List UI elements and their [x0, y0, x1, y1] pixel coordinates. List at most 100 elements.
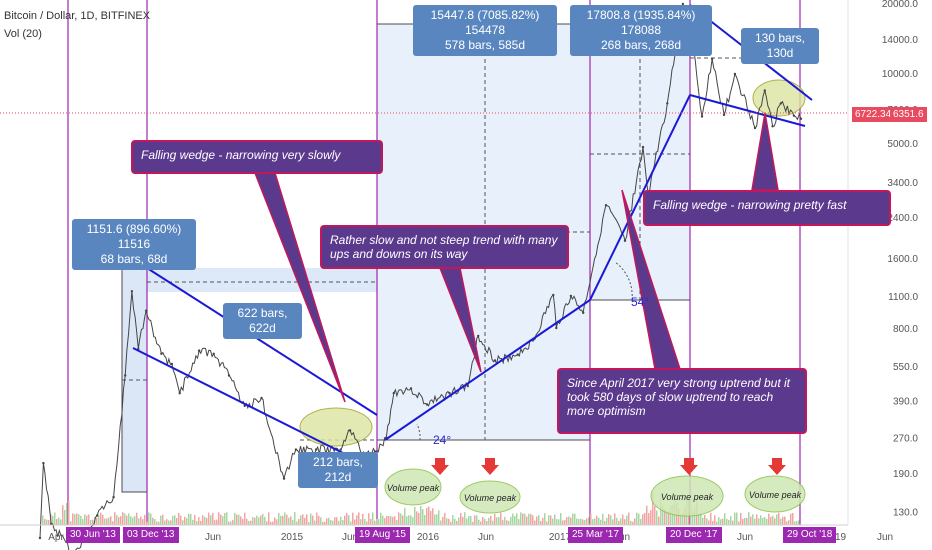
- volume-bar: [442, 516, 444, 525]
- volume-bar: [754, 518, 756, 525]
- price-point: [282, 477, 286, 480]
- volume-bar: [194, 515, 196, 525]
- volume-bar: [566, 517, 568, 525]
- price-point: [425, 403, 429, 406]
- volume-bar: [140, 516, 142, 525]
- y-tick-label: 10000.0: [882, 69, 919, 80]
- volume-bar: [780, 518, 782, 525]
- volume-bar: [188, 513, 190, 525]
- volume-bar: [576, 518, 578, 525]
- last-price-badge: 6351.6: [890, 107, 927, 122]
- volume-bar: [512, 513, 514, 525]
- volume-bar: [508, 520, 510, 525]
- volume-bar: [724, 513, 726, 525]
- volume-bar: [560, 513, 562, 525]
- volume-bar: [536, 516, 538, 525]
- volume-bar: [518, 519, 520, 525]
- volume-bar: [274, 517, 276, 525]
- volume-bar: [380, 512, 382, 525]
- price-point: [722, 113, 726, 117]
- volume-bar: [752, 514, 754, 525]
- volume-bar: [742, 518, 744, 525]
- volume-bar: [192, 519, 194, 525]
- volume-bar: [630, 520, 632, 525]
- volume-bar: [126, 515, 128, 525]
- volume-bar: [362, 513, 364, 525]
- volume-bar: [640, 518, 642, 525]
- volume-bar: [794, 521, 796, 525]
- price-point: [260, 396, 263, 400]
- volume-bar: [778, 512, 780, 525]
- volume-peak-arrow-icon: [680, 458, 698, 475]
- volume-bar: [572, 513, 574, 525]
- price-point: [348, 429, 352, 432]
- volume-bar: [578, 518, 580, 525]
- volume-bar: [160, 515, 162, 525]
- volume-bar: [280, 515, 282, 525]
- volume-bar: [520, 512, 522, 525]
- volume-bar: [334, 517, 336, 525]
- volume-bar: [456, 520, 458, 525]
- volume-bar: [722, 518, 724, 525]
- volume-bar: [658, 516, 660, 525]
- volume-bar: [774, 518, 776, 525]
- volume-bar: [706, 518, 708, 525]
- volume-bar: [510, 516, 512, 525]
- volume-bar: [662, 505, 664, 525]
- volume-bar: [378, 519, 380, 525]
- volume-bar: [350, 521, 352, 525]
- volume-bar: [496, 517, 498, 525]
- y-tick-label: 2400.0: [887, 213, 918, 224]
- volume-bar: [260, 515, 262, 525]
- volume-bar: [130, 516, 132, 525]
- volume-bar: [498, 517, 500, 525]
- volume-bar: [322, 521, 324, 525]
- y-tick-label: 550.0: [893, 362, 918, 373]
- volume-bar: [70, 521, 72, 525]
- volume-bar: [622, 514, 624, 525]
- price-point: [314, 448, 318, 451]
- volume-bar: [760, 515, 762, 525]
- x-tick-label: Jun: [877, 532, 893, 543]
- volume-bar: [162, 514, 164, 525]
- volume-bar: [226, 512, 228, 525]
- volume-bar: [500, 512, 502, 525]
- volume-bar: [284, 512, 286, 525]
- price-point: [641, 145, 645, 149]
- volume-bar: [218, 512, 220, 525]
- volume-bar: [636, 512, 638, 525]
- volume-bar: [526, 516, 528, 525]
- volume-peak-ellipse: [650, 475, 724, 517]
- volume-bar: [716, 521, 718, 525]
- volume-bar: [210, 515, 212, 525]
- volume-bar: [644, 512, 646, 525]
- volume-bar: [546, 521, 548, 525]
- callout-strong-uptrend: Since April 2017 very strong uptrend but…: [557, 368, 807, 434]
- volume-bar: [410, 515, 412, 525]
- volume-bar: [376, 518, 378, 525]
- volume-bar: [418, 512, 420, 525]
- volume-bar: [728, 519, 730, 525]
- volume-bar: [288, 517, 290, 525]
- volume-bar: [228, 521, 230, 525]
- volume-bar: [100, 512, 102, 525]
- volume-bar: [114, 512, 116, 525]
- wedge-consolidation-ellipse: [752, 79, 806, 117]
- measure-text: 622 bars, 622d: [237, 306, 288, 335]
- price-scale: [848, 0, 932, 550]
- volume-bar: [664, 508, 666, 525]
- volume-bar: [332, 520, 334, 525]
- volume-bar: [128, 513, 130, 525]
- volume-bar: [390, 516, 392, 525]
- volume-bar: [530, 513, 532, 525]
- volume-bar: [406, 516, 408, 525]
- volume-bar: [472, 521, 474, 525]
- volume-bar: [172, 516, 174, 525]
- volume-bar: [550, 515, 552, 525]
- volume-bar: [116, 515, 118, 525]
- volume-bar: [756, 514, 758, 525]
- volume-bar: [202, 515, 204, 525]
- volume-bar: [308, 521, 310, 525]
- price-point: [493, 359, 497, 362]
